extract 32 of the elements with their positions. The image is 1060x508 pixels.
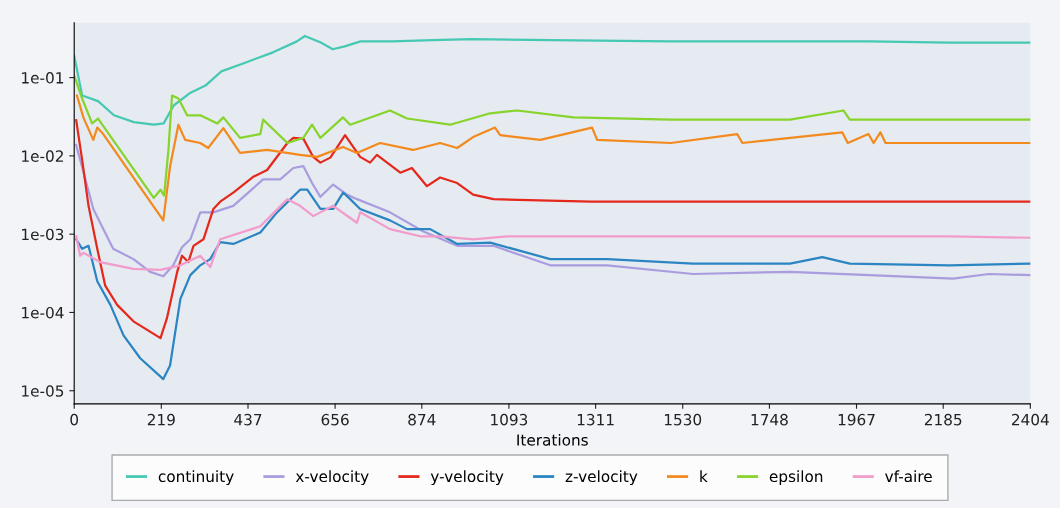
legend-label: x-velocity	[295, 470, 369, 486]
y-tick-label: 1e-04	[22, 306, 64, 319]
line-series	[74, 74, 1031, 200]
line-series	[75, 143, 1031, 280]
legend-label: k	[700, 470, 708, 482]
legend-label: vf-aire	[885, 470, 932, 483]
x-tick-label: 874	[408, 413, 436, 426]
line-series	[75, 119, 1031, 340]
line-series	[75, 188, 1031, 381]
x-tick-label: 2404	[1012, 413, 1049, 426]
y-tick-label: 1e-03	[22, 228, 64, 241]
line-series	[74, 34, 1031, 126]
x-tick-label: 437	[234, 413, 262, 426]
x-tick-label: 1530	[664, 413, 702, 426]
line-series	[75, 94, 1031, 222]
y-tick-label: 1e-02	[22, 150, 63, 162]
x-tick-label: 2185	[924, 413, 962, 426]
y-tick-label: 1e-01	[22, 72, 64, 84]
legend-label: continuity	[158, 470, 234, 486]
x-tick-label: 1967	[838, 413, 875, 426]
x-tick-label: 219	[147, 413, 175, 426]
legend-label: epsilon	[769, 470, 823, 486]
x-tick-label: 0	[70, 413, 79, 426]
legend-label: y-velocity	[430, 470, 504, 486]
x-tick-label: 656	[321, 413, 349, 426]
legend-label: z-velocity	[565, 470, 638, 486]
x-axis-title: Iterations	[517, 433, 588, 446]
line-series	[75, 198, 1031, 271]
y-tick-label: 1e-05	[22, 385, 64, 397]
x-tick-label: 1311	[577, 413, 614, 426]
x-tick-label: 1093	[491, 413, 528, 426]
x-tick-label: 1748	[751, 413, 788, 426]
